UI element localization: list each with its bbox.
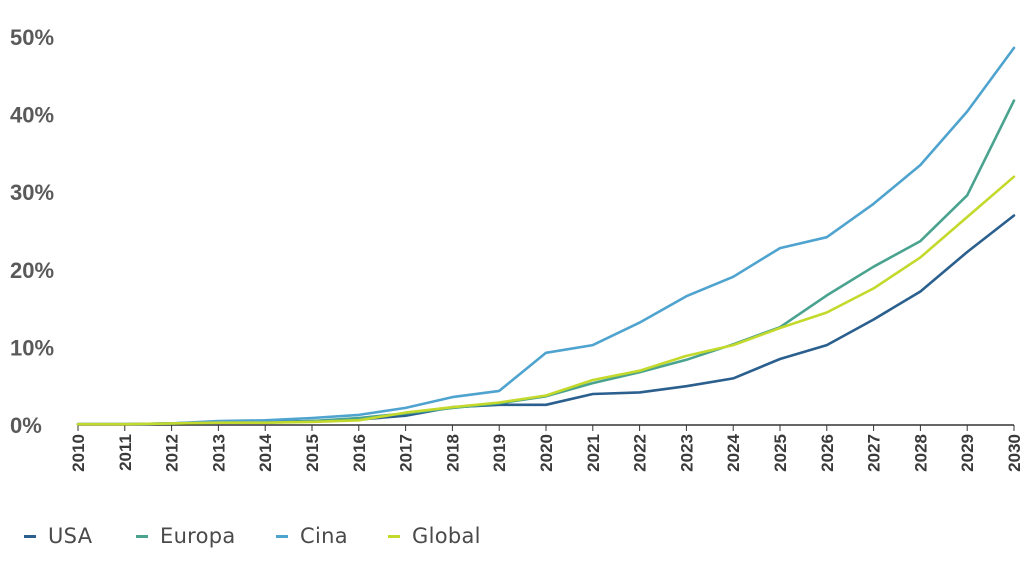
legend-label-europa: Europa — [160, 524, 236, 548]
y-tick-label-40: 40% — [10, 103, 54, 128]
x-tick-label-2021: 2021 — [584, 434, 603, 472]
x-tick-label-2029: 2029 — [958, 434, 977, 472]
series-line-europa — [76, 99, 1016, 426]
y-tick-label-10: 10% — [10, 335, 54, 360]
x-tick-label-2012: 2012 — [163, 434, 182, 472]
legend-label-usa: USA — [48, 524, 93, 548]
legend-item-cina: Cina — [276, 518, 348, 554]
x-tick-label-2018: 2018 — [443, 434, 462, 472]
x-tick-label-2024: 2024 — [724, 433, 743, 471]
y-tick-label-0: 0% — [10, 413, 42, 438]
x-tick-label-2026: 2026 — [818, 434, 837, 472]
legend-swatch-global — [388, 534, 400, 538]
x-tick-label-2019: 2019 — [490, 434, 509, 472]
legend-label-cina: Cina — [300, 524, 348, 548]
x-tick-label-2028: 2028 — [911, 434, 930, 472]
y-tick-label-50: 50% — [10, 25, 54, 50]
series-line-global — [76, 175, 1016, 426]
series-line-usa — [76, 214, 1016, 426]
legend-swatch-europa — [136, 534, 148, 538]
x-tick-label-2023: 2023 — [677, 434, 696, 472]
x-tick-label-2022: 2022 — [631, 434, 650, 472]
x-tick-label-2030: 2030 — [1005, 434, 1024, 472]
x-tick-label-2027: 2027 — [865, 434, 884, 472]
legend-item-usa: USA — [24, 518, 92, 554]
legend-item-europa: Europa — [136, 518, 236, 554]
legend: USA Europa Cina Global — [0, 518, 1030, 558]
x-tick-label-2017: 2017 — [397, 434, 416, 472]
x-tick-label-2014: 2014 — [256, 433, 275, 471]
x-tick-label-2011: 2011 — [116, 434, 135, 471]
legend-item-global: Global — [388, 518, 481, 554]
x-tick-label-2020: 2020 — [537, 434, 556, 472]
legend-swatch-usa — [24, 534, 36, 538]
x-tick-label-2015: 2015 — [303, 434, 322, 472]
x-tick-label-2013: 2013 — [209, 434, 228, 472]
y-tick-label-30: 30% — [10, 180, 54, 205]
chart-canvas: 0% 10% 20% 30% 40% 50% 2010 2011 2012 2013 2014 201… — [10, 25, 1024, 472]
x-tick-label-2010: 2010 — [69, 434, 88, 472]
x-tick-label-2025: 2025 — [771, 434, 790, 472]
legend-swatch-cina — [276, 534, 288, 538]
series-line-cina — [76, 46, 1016, 426]
y-tick-label-20: 20% — [10, 258, 54, 283]
x-tick-label-2016: 2016 — [350, 434, 369, 472]
legend-label-global: Global — [412, 524, 481, 548]
